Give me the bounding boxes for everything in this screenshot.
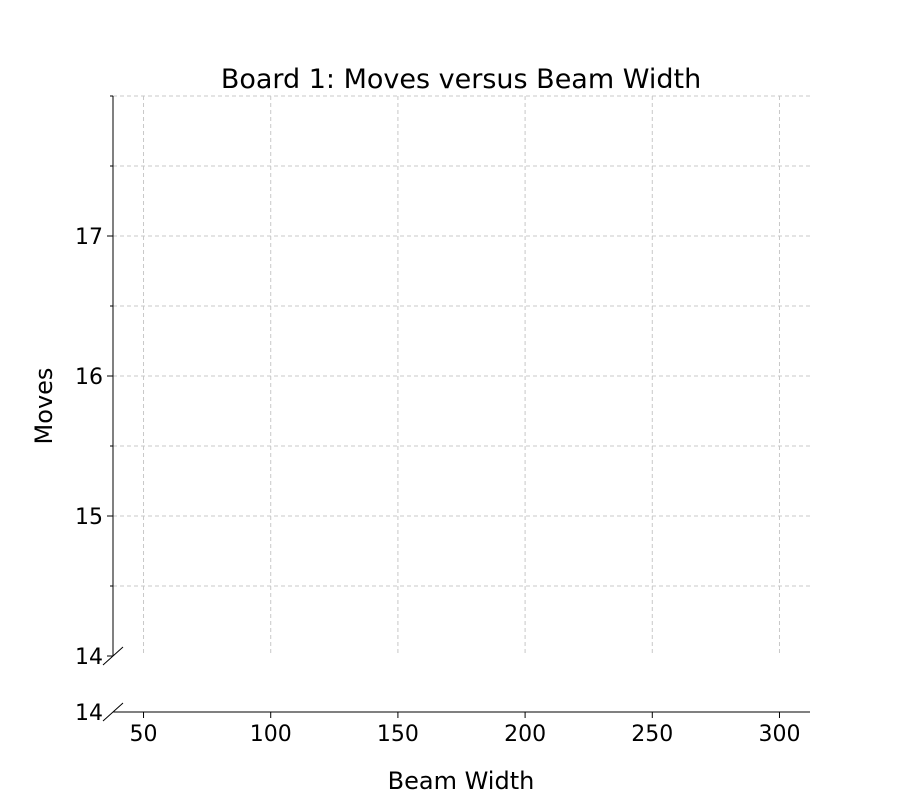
lower-break-marker [102, 702, 124, 722]
x-tick-label: 250 [631, 722, 673, 747]
x-tick-label: 100 [250, 722, 292, 747]
y-tick-label: 17 [75, 225, 103, 250]
x-tick-label: 150 [377, 722, 419, 747]
upper-break-marker [102, 646, 124, 666]
y-tick-label: 15 [75, 505, 103, 530]
axis-break-markers [102, 646, 124, 722]
tick-layer: 50 100 150 200 250 300 14 15 16 17 14 [75, 95, 800, 747]
x-tick-label: 50 [130, 722, 158, 747]
x-tick-label: 300 [758, 722, 800, 747]
grid-layer [113, 95, 810, 656]
x-tick-label: 200 [504, 722, 546, 747]
lower-y-tick-label: 14 [75, 701, 103, 726]
y-tick-label: 16 [75, 365, 103, 390]
y-tick-label: 14 [75, 645, 103, 670]
y-axis-label: Moves [30, 368, 58, 445]
chart-title: Board 1: Moves versus Beam Width [221, 64, 701, 95]
x-axis-label: Beam Width [388, 767, 535, 795]
